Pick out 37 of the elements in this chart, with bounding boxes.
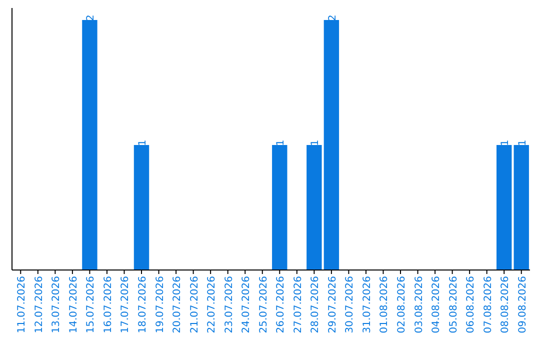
data-label: 2 <box>86 14 97 21</box>
x-tick-label: 02.08.2026 <box>396 276 408 334</box>
x-tick-label: 21.07.2026 <box>189 276 200 334</box>
data-label: 1 <box>517 140 528 146</box>
x-tick-label: 04.08.2026 <box>431 276 442 334</box>
x-tick-label: 03.08.2026 <box>414 276 425 334</box>
data-label: 1 <box>500 140 512 146</box>
x-tick-label: 30.07.2026 <box>344 276 356 334</box>
data-label: 1 <box>310 140 322 146</box>
x-tick-label: 28.07.2026 <box>310 276 322 334</box>
x-tick-label: 08.08.2026 <box>500 276 512 334</box>
x-tick-label: 20.07.2026 <box>172 276 184 334</box>
x-tick-label: 12.07.2026 <box>34 276 45 334</box>
x-tick-label: 17.07.2026 <box>120 276 132 334</box>
x-tick-label: 16.07.2026 <box>102 276 114 334</box>
x-tick-label: 01.08.2026 <box>379 276 390 334</box>
x-tick-label: 06.08.2026 <box>466 276 477 334</box>
x-tick-label: 14.07.2026 <box>68 276 80 334</box>
data-label: 2 <box>327 14 338 21</box>
x-tick-label: 13.07.2026 <box>51 276 62 334</box>
x-tick-label: 19.07.2026 <box>154 276 166 334</box>
x-tick-label: 15.07.2026 <box>86 276 97 334</box>
x-tick-label: 25.07.2026 <box>258 276 270 334</box>
x-tick-label: 26.07.2026 <box>276 276 287 334</box>
x-tick-label: 31.07.2026 <box>362 276 373 334</box>
x-tick-label: 22.07.2026 <box>206 276 218 334</box>
x-tick-label: 18.07.2026 <box>138 276 148 334</box>
x-tick-label: 23.07.2026 <box>224 276 235 334</box>
x-tick-label: 11.07.2026 <box>16 276 28 334</box>
data-label: 1 <box>276 140 287 146</box>
x-tick-label: 05.08.2026 <box>448 276 460 334</box>
x-tick-label: 29.07.2026 <box>327 276 338 334</box>
x-tick-label: 07.08.2026 <box>482 276 494 334</box>
x-tick-label: 27.07.2026 <box>292 276 304 334</box>
data-label: 1 <box>138 140 148 146</box>
x-tick-label: 24.07.2026 <box>241 276 252 334</box>
x-tick-label: 09.08.2026 <box>517 276 528 334</box>
